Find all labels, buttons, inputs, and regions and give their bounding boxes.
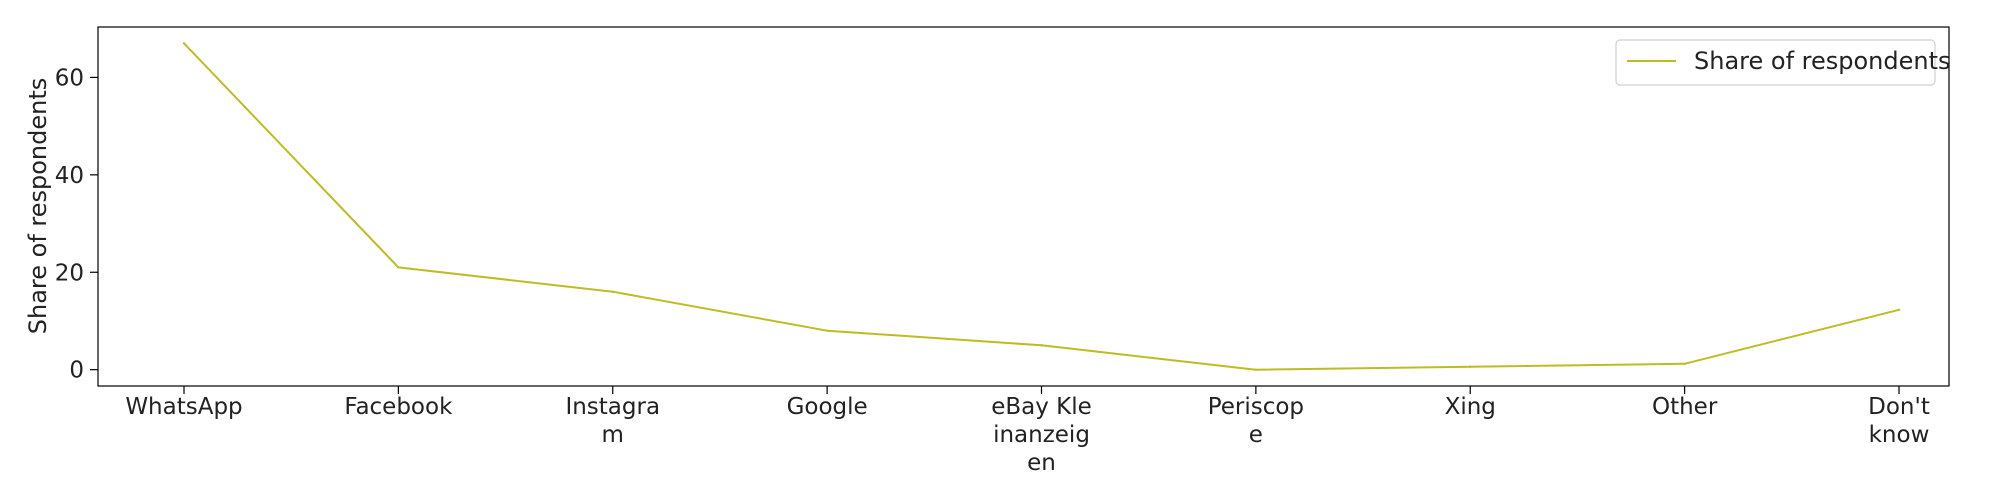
y-tick-label: 40 <box>55 163 84 189</box>
series-layer <box>182 42 1901 371</box>
data-point <box>611 290 614 293</box>
x-tick-label: Don't know <box>1868 394 1930 448</box>
x-tick-label: eBay Kle inanzeig en <box>991 394 1092 476</box>
x-tick-label: Periscop e <box>1208 394 1304 448</box>
data-point <box>1254 368 1258 371</box>
x-tick-label: Google <box>787 394 868 420</box>
data-point <box>825 329 829 332</box>
data-point <box>1897 308 1901 311</box>
data-point <box>182 42 186 45</box>
y-tick-label: 60 <box>55 65 84 91</box>
x-tick-label: WhatsApp <box>125 394 242 420</box>
legend-box <box>1615 39 1936 86</box>
legend: Share of respondents <box>1615 39 1951 86</box>
plot-frame <box>97 26 1950 387</box>
x-tick-label: Xing <box>1445 394 1496 420</box>
y-axis: 0 20 40 60 <box>55 65 98 384</box>
x-tick-label: Instagra m <box>565 394 660 448</box>
legend-label: Share of respondents <box>1694 47 1951 75</box>
y-axis-title: Share of respondents <box>24 78 52 335</box>
data-point <box>1469 365 1472 368</box>
data-point <box>397 266 400 269</box>
y-tick-label: 0 <box>69 358 84 384</box>
data-point <box>1040 344 1043 347</box>
x-tick-label: Other <box>1652 394 1718 420</box>
x-axis: WhatsApp Facebook Instagra m Google eBay Kle i… <box>125 386 1930 476</box>
series-line <box>183 42 1900 371</box>
data-point <box>1683 362 1686 366</box>
x-tick-label: Facebook <box>344 394 453 420</box>
y-tick-label: 20 <box>55 260 84 286</box>
